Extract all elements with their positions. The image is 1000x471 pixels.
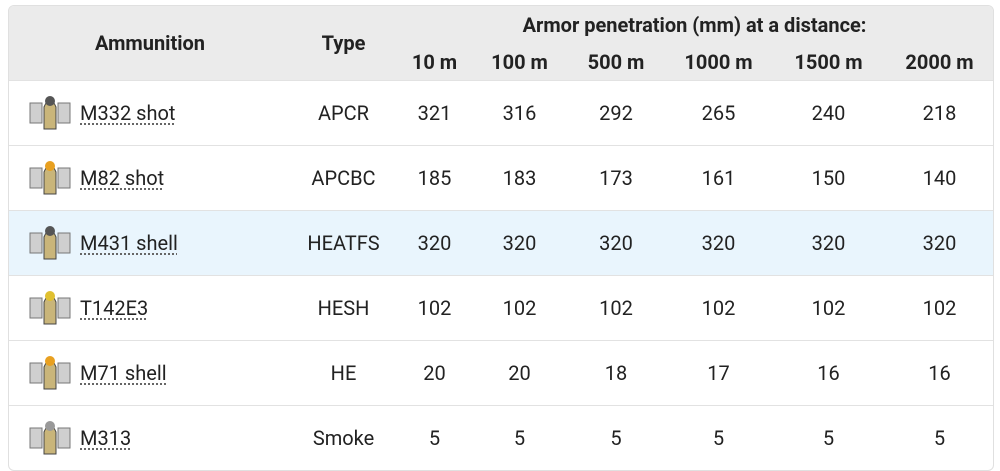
value-cell: 265 xyxy=(666,79,771,145)
ammo-link[interactable]: M313 xyxy=(80,425,132,450)
ammo-link[interactable]: M431 shell xyxy=(80,230,178,255)
value-cell: 173 xyxy=(566,144,666,210)
value-cell: 5 xyxy=(771,404,886,470)
value-cell: 150 xyxy=(771,144,886,210)
value-cell: 320 xyxy=(771,209,886,275)
value-cell: 102 xyxy=(473,274,566,340)
value-cell: 316 xyxy=(473,79,566,145)
value-cell: 185 xyxy=(396,144,473,210)
header-cell: 2000 m xyxy=(886,44,993,80)
header-cell: 500 m xyxy=(566,44,666,80)
value-cell: 5 xyxy=(566,404,666,470)
ammo-cell: M313 xyxy=(9,404,291,470)
table-frame: Ammunition Type Armor penetration (mm) at … xyxy=(8,5,994,471)
header-cell: 1000 m xyxy=(666,44,771,80)
table-row: M313 Smoke 5 5 5 5 5 5 xyxy=(9,404,993,470)
type-cell: APCR xyxy=(291,79,396,145)
type-cell: HEATFS xyxy=(291,209,396,275)
value-cell: 5 xyxy=(666,404,771,470)
header-cell: Type xyxy=(291,6,396,80)
penetration-table: Ammunition Type Armor penetration (mm) at … xyxy=(9,6,993,470)
type-cell: APCBC xyxy=(291,144,396,210)
value-cell: 5 xyxy=(473,404,566,470)
value-cell: 240 xyxy=(771,79,886,145)
table-row: M332 shot APCR 321 316 292 265 240 218 xyxy=(9,79,993,145)
ammo-cell: M332 shot xyxy=(9,79,291,145)
value-cell: 140 xyxy=(886,144,993,210)
page: Ammunition Type Armor penetration (mm) at … xyxy=(8,5,994,471)
ammo-icon xyxy=(29,290,71,324)
value-cell: 102 xyxy=(771,274,886,340)
value-cell: 183 xyxy=(473,144,566,210)
value-cell: 18 xyxy=(566,339,666,405)
header-cell: Ammunition xyxy=(9,6,291,80)
table-row: T142E3 HESH 102 102 102 102 102 102 xyxy=(9,274,993,340)
ammo-icon xyxy=(29,420,71,454)
value-cell: 320 xyxy=(666,209,771,275)
value-cell: 218 xyxy=(886,79,993,145)
value-cell: 320 xyxy=(396,209,473,275)
value-cell: 17 xyxy=(666,339,771,405)
ammo-link[interactable]: T142E3 xyxy=(80,295,149,320)
value-cell: 20 xyxy=(473,339,566,405)
ammo-cell: M431 shell xyxy=(9,209,291,275)
ammo-cell: T142E3 xyxy=(9,274,291,340)
table-row: M431 shell HEATFS 320 320 320 320 320 320 xyxy=(9,209,993,275)
value-cell: 20 xyxy=(396,339,473,405)
value-cell: 102 xyxy=(566,274,666,340)
ammo-icon xyxy=(29,160,71,194)
value-cell: 16 xyxy=(771,339,886,405)
value-cell: 102 xyxy=(886,274,993,340)
value-cell: 5 xyxy=(396,404,473,470)
ammo-icon xyxy=(29,95,71,129)
header-cell: 100 m xyxy=(473,44,566,80)
type-cell: HESH xyxy=(291,274,396,340)
table-row: M71 shell HE 20 20 18 17 16 16 xyxy=(9,339,993,405)
value-cell: 320 xyxy=(886,209,993,275)
ammo-cell: M82 shot xyxy=(9,144,291,210)
value-cell: 321 xyxy=(396,79,473,145)
header-cell: 10 m xyxy=(396,44,473,80)
ammo-icon xyxy=(29,225,71,259)
ammo-link[interactable]: M71 shell xyxy=(80,360,167,385)
type-cell: HE xyxy=(291,339,396,405)
value-cell: 292 xyxy=(566,79,666,145)
table-row: M82 shot APCBC 185 183 173 161 150 140 xyxy=(9,144,993,210)
ammo-icon xyxy=(29,355,71,389)
ammo-link[interactable]: M82 shot xyxy=(80,165,165,190)
value-cell: 320 xyxy=(473,209,566,275)
type-cell: Smoke xyxy=(291,404,396,470)
ammo-cell: M71 shell xyxy=(9,339,291,405)
value-cell: 102 xyxy=(396,274,473,340)
value-cell: 161 xyxy=(666,144,771,210)
value-cell: 102 xyxy=(666,274,771,340)
value-cell: 5 xyxy=(886,404,993,470)
ammo-link[interactable]: M332 shot xyxy=(80,100,176,125)
header-cell: Armor penetration (mm) at a distance: xyxy=(396,6,993,44)
header-cell: 1500 m xyxy=(771,44,886,80)
value-cell: 16 xyxy=(886,339,993,405)
value-cell: 320 xyxy=(566,209,666,275)
